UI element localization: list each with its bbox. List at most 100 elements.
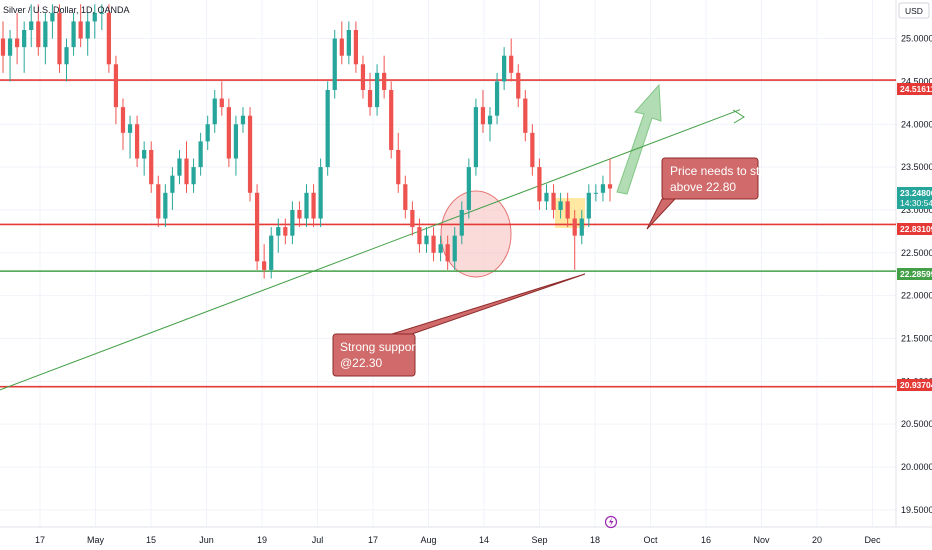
- time-tick-label: Jul: [312, 535, 324, 545]
- candle-body: [0, 38, 6, 56]
- candles-layer: [0, 4, 613, 279]
- candle-body: [29, 21, 34, 30]
- price-tick-label: 25.00000: [901, 34, 932, 44]
- candle-body: [226, 107, 231, 159]
- candle-body: [579, 218, 584, 236]
- candle-body: [607, 184, 613, 189]
- candle-body: [431, 235, 436, 253]
- candle-body: [184, 158, 189, 185]
- callout-right-line1: Price needs to stay: [670, 164, 772, 178]
- candle-body: [254, 192, 260, 262]
- candle-body: [149, 149, 154, 185]
- candle-body: [459, 209, 464, 236]
- price-tick-label: 21.50000: [901, 333, 932, 343]
- candle-body: [163, 192, 168, 219]
- time-axis-ticks: 17 May 15 Jun 19 Jul 17 Aug 14 Sep 18 Oct 16 Nov 20 Dec: [35, 535, 881, 545]
- candle-body: [466, 167, 471, 210]
- candle-body: [346, 29, 351, 56]
- badge-resistance: 24.51611: [897, 83, 932, 95]
- lightning-event-icon[interactable]: [604, 515, 618, 529]
- price-tick-label: 20.00000: [901, 462, 932, 472]
- time-tick-label: Aug: [420, 535, 436, 545]
- candle-body: [191, 167, 196, 185]
- candle-body: [113, 64, 119, 108]
- time-tick-label: Oct: [643, 535, 658, 545]
- accumulation-circle[interactable]: [440, 190, 512, 278]
- candle-body: [43, 21, 48, 48]
- currency-label: USD: [905, 6, 923, 16]
- candle-body: [283, 227, 288, 236]
- time-tick-label: Dec: [864, 535, 881, 545]
- symbol-label: Silver / U.S. Dollar, 1D, OANDA: [3, 5, 130, 15]
- candle-body: [290, 209, 295, 236]
- trendline-arrowhead: [732, 109, 745, 124]
- candle-body: [551, 192, 556, 210]
- candle-body: [36, 21, 41, 48]
- candle-body: [480, 107, 486, 125]
- badge-support-mid: 22.83109: [897, 223, 932, 235]
- callout-left-box: [332, 333, 416, 377]
- price-tick-label: 23.50000: [901, 162, 932, 172]
- price-tick-label: 19.50000: [901, 505, 932, 515]
- candle-body: [134, 124, 140, 159]
- candle-body: [64, 47, 69, 65]
- candle-body: [565, 201, 570, 219]
- price-tick-label: 24.00000: [901, 119, 932, 129]
- candle-body: [99, 12, 104, 14]
- time-tick-label: May: [87, 535, 105, 545]
- time-tick-label: 17: [368, 535, 378, 545]
- candle-body: [374, 72, 380, 108]
- time-tick-label: 16: [701, 535, 711, 545]
- candle-body: [417, 227, 422, 245]
- time-tick-label: 14: [479, 535, 489, 545]
- callout-right[interactable]: Price needs to stay above 22.80: [646, 157, 772, 230]
- candle-body: [593, 192, 599, 194]
- price-tick-label: 20.50000: [901, 419, 932, 429]
- candle-body: [452, 235, 457, 262]
- badge-support-low: 20.93704: [897, 379, 932, 391]
- candle-body: [247, 115, 253, 193]
- candle-body: [14, 38, 20, 48]
- candle-body: [22, 29, 27, 48]
- candle-body: [339, 38, 344, 56]
- candle-body: [473, 107, 479, 168]
- candle-body: [127, 124, 133, 133]
- currency-button[interactable]: USD: [898, 2, 930, 19]
- callout-left-pointer: [391, 273, 586, 335]
- candle-body: [487, 115, 493, 125]
- projection-arrow[interactable]: [616, 83, 662, 195]
- price-tick-label: 24.50000: [901, 76, 932, 86]
- candle-body: [509, 55, 514, 73]
- time-tick-label: Jun: [199, 535, 214, 545]
- candle-body: [438, 244, 443, 253]
- time-tick-label: Nov: [753, 535, 770, 545]
- candle-body: [367, 89, 373, 108]
- callout-left[interactable]: Strong support @22.30: [332, 273, 586, 377]
- candle-body: [212, 98, 217, 125]
- candle-body: [332, 38, 337, 90]
- badge-current-price-text: 23.24800: [900, 188, 932, 198]
- badge-resistance-text: 24.51611: [900, 84, 932, 94]
- candle-body: [558, 201, 563, 210]
- candle-body: [382, 72, 387, 90]
- candle-body: [586, 192, 591, 219]
- candle-body: [85, 21, 90, 39]
- candle-body: [156, 184, 161, 219]
- candle-body: [424, 235, 429, 245]
- time-tick-label: 17: [35, 535, 45, 545]
- trendline-layer: [0, 109, 745, 391]
- candle-body: [403, 184, 408, 210]
- candle-body: [198, 141, 203, 168]
- candle-body: [502, 55, 507, 82]
- time-tick-label: 18: [590, 535, 600, 545]
- candle-body: [205, 124, 210, 142]
- candle-body: [530, 132, 535, 168]
- candle-body: [120, 107, 126, 133]
- callout-right-line2: above 22.80: [670, 180, 736, 194]
- candle-body: [219, 98, 224, 108]
- price-tick-label: 23.00000: [901, 205, 932, 215]
- badge-support-mid-text: 22.83109: [900, 224, 932, 234]
- candle-body: [142, 149, 147, 159]
- candle-body: [410, 209, 415, 228]
